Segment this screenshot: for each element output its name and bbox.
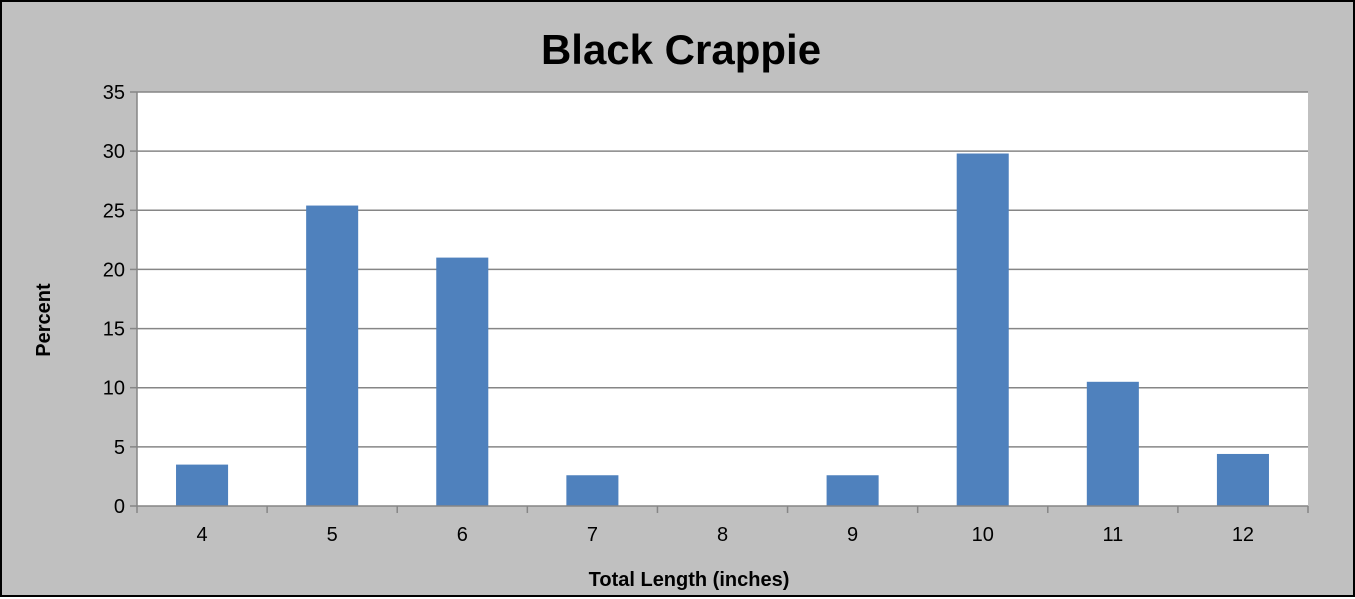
bar-9 — [826, 475, 879, 506]
bar-4 — [176, 464, 229, 506]
x-axis-title: Total Length (inches) — [589, 569, 790, 591]
bar-12 — [1216, 453, 1269, 506]
y-tick-label: 25 — [103, 200, 125, 222]
x-tick-label: 11 — [1102, 524, 1123, 546]
y-tick-label: 30 — [103, 141, 125, 163]
x-tick-label: 12 — [1232, 524, 1254, 546]
chart-title: Black Crappie — [541, 26, 821, 73]
x-tick-label: 6 — [457, 524, 468, 546]
y-tick-label: 5 — [114, 437, 125, 459]
y-tick-label: 10 — [103, 378, 125, 400]
axes: 0 5 10 15 20 25 30 35 4 5 6 7 8 9 10 11 12 — [103, 82, 1309, 546]
x-tick-label: 9 — [847, 524, 858, 546]
x-tick-label: 5 — [327, 524, 338, 546]
bar-7 — [566, 475, 619, 506]
y-axis-title: Percent — [33, 283, 55, 357]
x-tick-label: 10 — [972, 524, 994, 546]
bar-10 — [956, 153, 1009, 506]
y-tick-label: 20 — [103, 259, 125, 281]
bar-11 — [1086, 381, 1139, 506]
x-tick-label: 4 — [196, 524, 207, 546]
y-tick-label: 0 — [114, 496, 125, 518]
x-tick-label: 8 — [717, 524, 728, 546]
y-tick-label: 35 — [103, 82, 125, 104]
bar-6 — [436, 257, 489, 506]
y-tick-label: 15 — [103, 319, 125, 341]
bars — [176, 153, 1269, 506]
bar-5 — [306, 205, 359, 506]
x-tick-label: 7 — [587, 524, 598, 546]
